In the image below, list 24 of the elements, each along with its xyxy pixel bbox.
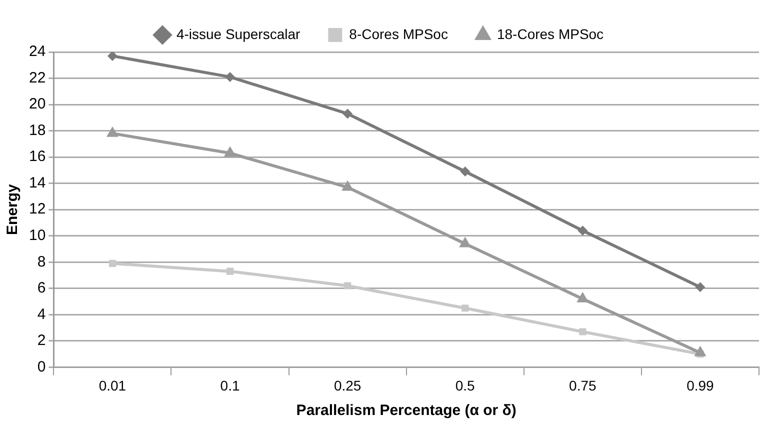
legend-label: 8-Cores MPSoc — [349, 26, 448, 42]
y-tick-label: 14 — [28, 174, 46, 192]
legend-label: 4-issue Superscalar — [176, 26, 300, 42]
y-tick-label: 24 — [28, 43, 46, 60]
x-tick-label: 0.25 — [334, 377, 362, 394]
y-tick-label: 22 — [28, 69, 46, 86]
y-tick-label: 4 — [37, 306, 46, 323]
x-tick-label: 0.5 — [455, 377, 476, 394]
y-tick-label: 0 — [37, 358, 46, 376]
y-tick-label: 6 — [37, 280, 46, 297]
y-tick-label: 20 — [28, 96, 46, 113]
legend-label: 18-Cores MPSoc — [496, 26, 604, 42]
x-tick-label: 0.1 — [220, 377, 240, 394]
y-tick-label: 18 — [28, 122, 46, 139]
x-tick-label: 0.01 — [98, 377, 126, 394]
y-tick-label: 12 — [28, 200, 46, 218]
y-tick-label: 10 — [28, 227, 46, 244]
x-tick-label: 0.99 — [686, 377, 714, 394]
y-tick-label: 16 — [28, 148, 46, 166]
x-tick-label: 0.75 — [569, 377, 597, 394]
y-tick-label: 2 — [37, 332, 46, 350]
y-tick-label: 8 — [37, 253, 46, 270]
x-axis-title: Parallelism Percentage (α or δ) — [296, 402, 516, 420]
y-axis-title: Energy — [4, 184, 22, 236]
